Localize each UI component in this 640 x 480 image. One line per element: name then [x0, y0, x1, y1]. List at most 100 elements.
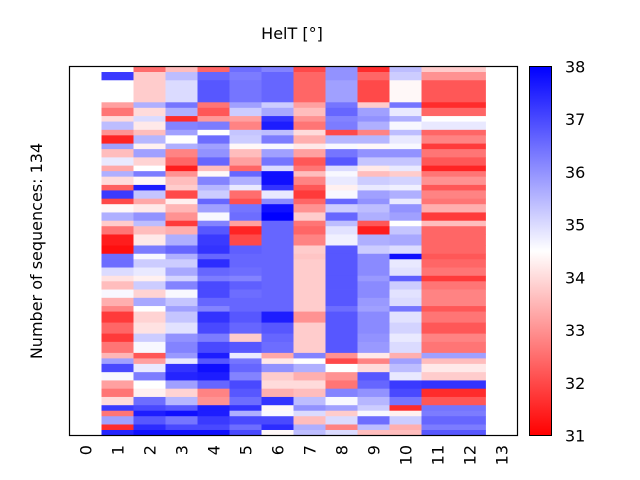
heatmap-cell [389, 165, 422, 172]
heatmap-cell [389, 322, 422, 335]
heatmap-cell [101, 121, 134, 131]
heatmap-cell [453, 129, 486, 136]
heatmap-cell [133, 429, 166, 436]
heatmap-cell [229, 234, 262, 246]
heatmap-cell [197, 66, 230, 73]
heatmap-cell [389, 372, 422, 381]
heatmap-cell [357, 116, 390, 122]
heatmap-cell [293, 143, 326, 150]
heatmap-cell [453, 234, 486, 246]
heatmap-cell [389, 429, 422, 436]
heatmap-cell [261, 190, 294, 200]
heatmap-cell [389, 306, 422, 312]
heatmap-cell [453, 204, 486, 213]
heatmap-cell [165, 66, 198, 73]
heatmap-cell [453, 253, 486, 260]
heatmap-cell [389, 341, 422, 354]
heatmap-cell [197, 259, 230, 268]
heatmap-cell [229, 358, 262, 365]
heatmap-cell [357, 121, 390, 131]
heatmap-cell [293, 204, 326, 213]
heatmap-cell [325, 66, 358, 73]
heatmap-cell [389, 107, 422, 117]
x-tick-label: 0 [77, 445, 96, 455]
heatmap-cell [389, 157, 422, 167]
heatmap-cell [261, 165, 294, 172]
heatmap-cell [101, 226, 134, 235]
heatmap-cell [325, 129, 358, 136]
heatmap-cell [389, 410, 422, 417]
heatmap-cell [357, 212, 390, 222]
heatmap-cell [325, 281, 358, 290]
heatmap-cell [261, 275, 294, 282]
heatmap-cell [453, 116, 486, 122]
heatmap-cell [325, 107, 358, 117]
heatmap-cell [421, 380, 454, 390]
heatmap-cell [325, 358, 358, 365]
heatmap-cell [229, 341, 262, 354]
heatmap-cell [197, 341, 230, 354]
heatmap-cell [325, 341, 358, 354]
heatmap-cell [101, 322, 134, 335]
heatmap-cell [165, 259, 198, 268]
heatmap-cell [197, 245, 230, 255]
heatmap-cell [389, 396, 422, 406]
heatmap-cell [101, 388, 134, 398]
heatmap-cell [101, 358, 134, 365]
heatmap-cell [325, 171, 358, 178]
heatmap-cell [389, 259, 422, 268]
heatmap-cell [101, 281, 134, 290]
heatmap-cell [197, 311, 230, 323]
heatmap-cell [389, 253, 422, 260]
heatmap-cell [165, 289, 198, 299]
heatmap-cell [325, 220, 358, 227]
heatmap-cell [197, 380, 230, 390]
heatmap-cell [101, 245, 134, 255]
heatmap-cell [293, 234, 326, 246]
heatmap-cell [133, 135, 166, 144]
heatmap-cell [389, 184, 422, 191]
heatmap-cell [453, 176, 486, 186]
heatmap-cell [421, 171, 454, 178]
heatmap-cell [389, 311, 422, 323]
heatmap-cell [325, 424, 358, 431]
heatmap-cell [197, 226, 230, 235]
heatmap-cell [357, 220, 390, 227]
heatmap-cell [325, 72, 358, 81]
heatmap-cell [421, 204, 454, 213]
heatmap-cell [165, 149, 198, 158]
heatmap-cell [165, 297, 198, 307]
heatmap-cell [453, 297, 486, 307]
heatmap-cell [165, 363, 198, 373]
heatmap-cell [325, 226, 358, 235]
heatmap-cell [293, 198, 326, 205]
colorbar-tick-label: 37 [565, 110, 585, 129]
heatmap-cell [357, 405, 390, 412]
heatmap-cell [197, 306, 230, 312]
heatmap-cell [101, 311, 134, 323]
heatmap-cell [325, 380, 358, 390]
heatmap-cell [165, 176, 198, 186]
heatmap-cell [293, 102, 326, 109]
heatmap-cell [357, 410, 390, 417]
heatmap-cell [357, 352, 390, 359]
heatmap-cell [389, 226, 422, 235]
heatmap-cell [133, 102, 166, 109]
x-tick-label: 4 [205, 445, 224, 455]
heatmap-cell [325, 143, 358, 150]
heatmap-cell [197, 72, 230, 81]
heatmap-cell [229, 226, 262, 235]
heatmap-cell [261, 358, 294, 365]
heatmap-cell [357, 341, 390, 354]
heatmap-cell [133, 341, 166, 354]
heatmap-cell [389, 198, 422, 205]
heatmap-cell [165, 121, 198, 131]
heatmap-cell [421, 358, 454, 365]
heatmap-cell [453, 245, 486, 255]
heatmap-cell [357, 234, 390, 246]
heatmap-cell [229, 372, 262, 381]
heatmap-cell [197, 220, 230, 227]
chart-title: HelT [°] [261, 24, 323, 43]
heatmap-cell [453, 405, 486, 412]
heatmap-cell [197, 184, 230, 191]
